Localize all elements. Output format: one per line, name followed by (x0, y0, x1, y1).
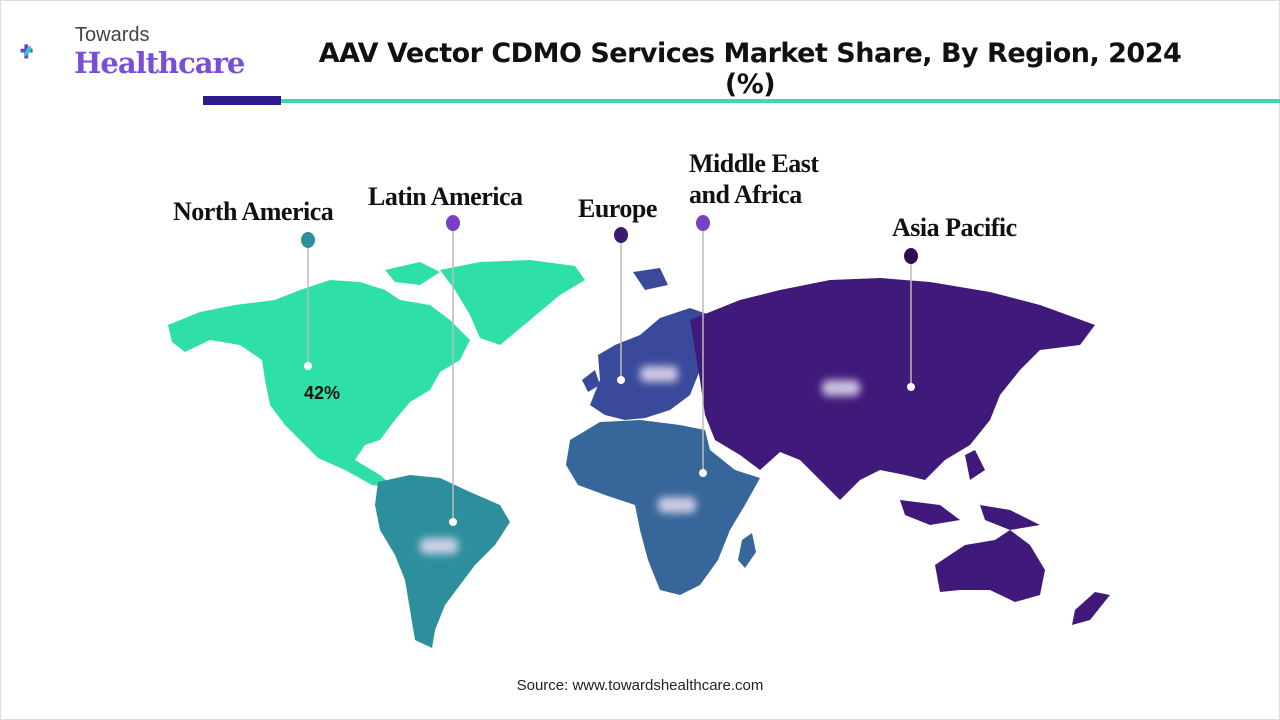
southeast-asia-islands-shape (900, 450, 1040, 530)
region-asia-pacific (690, 278, 1110, 625)
source-note: Source: www.towardshealthcare.com (516, 677, 764, 694)
australia-shape (935, 530, 1045, 602)
new-zealand-shape (1072, 592, 1110, 625)
latin-america-value-blurred (420, 538, 458, 554)
label-europe: Europe (578, 194, 657, 223)
europe-value-blurred (640, 366, 678, 382)
region-latin-america (375, 475, 510, 648)
label-asia-pacific: Asia Pacific (892, 213, 1017, 242)
logo-text-top: Towards (75, 24, 150, 46)
asia-shape (690, 278, 1095, 500)
north-america-marker (301, 232, 315, 248)
arctic-islands-shape (360, 262, 440, 312)
middle-east-africa-value-blurred (658, 497, 696, 513)
madagascar-shape (738, 533, 756, 568)
logo-text-main: Healthcare (74, 46, 245, 80)
title-underline-dark (203, 96, 281, 105)
greenland-shape (440, 260, 585, 345)
region-north-america (168, 260, 585, 488)
europe-islands-shape (582, 268, 668, 392)
middle-east-africa-marker (696, 215, 710, 231)
north-america-value: 42% (304, 383, 341, 403)
label-latin-america: Latin America (368, 182, 523, 211)
north-america-shape (168, 280, 470, 488)
chart-title: AAV Vector CDMO Services Market Share, B… (318, 38, 1182, 100)
asia-pacific-value-blurred (822, 380, 860, 396)
asia-pacific-marker (904, 248, 918, 264)
europe-marker (614, 227, 628, 243)
logo-cross-icon (20, 44, 33, 59)
label-north-america: North America (173, 197, 334, 226)
region-europe (590, 308, 710, 420)
title-underline-teal (281, 99, 1280, 103)
label-middle-east-africa: Middle East and Africa (689, 149, 819, 209)
latin-america-marker (446, 215, 460, 231)
